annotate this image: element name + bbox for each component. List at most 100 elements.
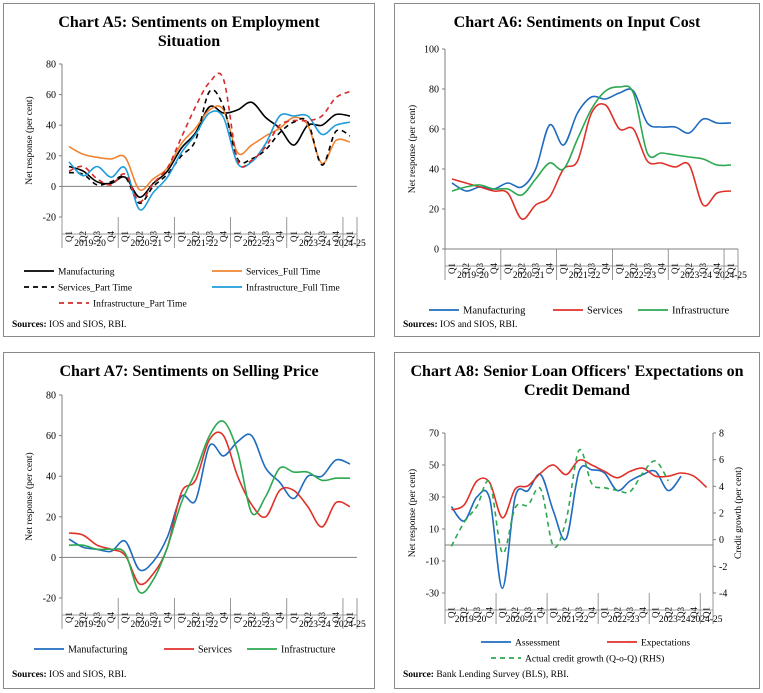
x-quarter-label: Q3 xyxy=(676,607,686,618)
source-note: Sources: IOS and SIOS, RBI. xyxy=(12,670,127,680)
panel-chart-a5: Chart A5: Sentiments on Employment Situa… xyxy=(3,3,375,337)
chart-a5-plot: -20 0 20 40 60 80 Q1 Q2 Q3 Q4 Q1 Q2 Q3 Q4 Q1 Q2 Q3 Q4 Q1 Q2… xyxy=(24,60,366,310)
x-year-label: 2020-21 xyxy=(513,271,545,281)
x-year-label: 2020-21 xyxy=(130,239,162,249)
x-quarter-label: Q4 xyxy=(600,263,610,274)
y-tick-label: -20 xyxy=(43,594,56,605)
x-quarter-label: Q1 xyxy=(447,263,457,274)
legend-label: Infrastructure xyxy=(672,306,729,317)
x-year-label: 2022-23 xyxy=(624,271,656,281)
x-quarter-label: Q1 xyxy=(289,231,299,242)
legend-label: Assessment xyxy=(515,639,560,649)
x-quarter-label: Q4 xyxy=(656,263,666,274)
chart-title-line-1: Chart A8: Senior Loan Officers' Expectat… xyxy=(410,363,744,380)
x-quarter-label: Q1 xyxy=(233,231,243,242)
x-quarter-label: Q3 xyxy=(317,231,327,242)
x-quarter-label: Q1 xyxy=(548,607,558,618)
y-tick-label: 80 xyxy=(46,391,56,402)
x-quarter-label: Q1 xyxy=(446,607,456,618)
x-quarter-label: Q1 xyxy=(651,607,661,618)
series-line-infrastructure xyxy=(68,420,351,594)
chart-title-line-1: Chart A5: Sentiments on Employment xyxy=(58,14,320,31)
x-quarter-label: Q4 xyxy=(331,231,341,242)
x-quarter-label: Q2 xyxy=(573,263,583,274)
series-line-assessment xyxy=(450,464,682,590)
chart-title-line-1: Chart A7: Sentiments on Selling Price xyxy=(59,363,319,380)
legend-label: Actual credit growth (Q-o-Q) (RHS) xyxy=(525,654,664,665)
x-quarter-label: Q3 xyxy=(523,607,533,618)
chart-title: Chart A6: Sentiments on Input Cost xyxy=(395,13,759,32)
x-quarter-label: Q2 xyxy=(561,607,571,618)
x-quarter-label: Q1 xyxy=(64,231,74,242)
x-quarter-label: Q1 xyxy=(176,231,186,242)
x-quarter-label: Q1 xyxy=(702,607,712,618)
x-quarter-label: Q3 xyxy=(261,612,271,623)
x-quarter-label: Q4 xyxy=(545,263,555,274)
x-year-label: 2019-20 xyxy=(74,620,106,630)
x-year-label: 2020-21 xyxy=(130,620,162,630)
x-quarter-label: Q4 xyxy=(219,612,229,623)
x-quarter-label: Q3 xyxy=(472,607,482,618)
x-quarter-label: Q4 xyxy=(275,231,285,242)
series-line-services xyxy=(68,431,351,586)
panel-chart-a6: Chart A6: Sentiments on Input Cost 0 20 40… xyxy=(394,3,760,337)
source-note: Sources: IOS and SIOS, RBI. xyxy=(12,320,127,330)
x-quarter-label: Q2 xyxy=(134,612,144,623)
legend-label: Manufacturing xyxy=(58,267,115,278)
chart-title-line-2: Situation xyxy=(157,33,221,50)
x-quarter-label: Q1 xyxy=(345,612,355,623)
x-quarter-label: Q1 xyxy=(289,612,299,623)
x-quarter-label: Q4 xyxy=(106,231,116,242)
x-quarter-label: Q1 xyxy=(345,231,355,242)
y-tick-label: 70 xyxy=(429,429,439,440)
x-year-label: 2022-23 xyxy=(608,615,640,625)
x-quarter-label: Q3 xyxy=(475,263,485,274)
y-rhs-tick-label: 2 xyxy=(719,509,724,520)
x-quarter-label: Q4 xyxy=(587,607,597,618)
series-line-services-part-time xyxy=(68,89,351,205)
x-quarter-label: Q3 xyxy=(698,263,708,274)
legend-label: Manufacturing xyxy=(68,645,127,656)
chart-title: Chart A5: Sentiments on Employment Situa… xyxy=(4,13,374,51)
x-quarter-label: Q2 xyxy=(517,263,527,274)
y-rhs-tick-label: 0 xyxy=(719,535,724,546)
x-quarter-label: Q1 xyxy=(503,263,513,274)
x-quarter-label: Q3 xyxy=(261,231,271,242)
y-axis-rhs-title: Credit growth (per cent) xyxy=(733,467,744,559)
legend-label: Services_Part Time xyxy=(58,284,132,294)
x-quarter-label: Q2 xyxy=(510,607,520,618)
chart-title: Chart A8: Senior Loan Officers' Expectat… xyxy=(395,362,759,400)
chart-title: Chart A7: Sentiments on Selling Price xyxy=(4,362,374,381)
x-quarter-label: Q4 xyxy=(275,612,285,623)
legend-label: Services xyxy=(587,306,623,317)
x-quarter-label: Q2 xyxy=(684,263,694,274)
x-year-label: 2023-24 xyxy=(299,620,331,630)
x-year-label: 2021-22 xyxy=(187,239,219,249)
x-quarter-label: Q2 xyxy=(78,231,88,242)
x-year-label: 2022-23 xyxy=(243,620,275,630)
series-line-manufacturing xyxy=(68,433,351,572)
x-quarter-label: Q4 xyxy=(638,607,648,618)
x-year-label: 2024-25 xyxy=(334,239,366,249)
x-quarter-label: Q3 xyxy=(148,612,158,623)
x-quarter-label: Q2 xyxy=(247,612,257,623)
x-quarter-label: Q3 xyxy=(642,263,652,274)
y-tick-label: 50 xyxy=(429,461,439,472)
y-tick-label: 0 xyxy=(434,245,439,256)
x-year-label: 2021-22 xyxy=(569,271,601,281)
x-year-label: 2019-20 xyxy=(457,271,489,281)
x-year-label: 2019-20 xyxy=(74,239,106,249)
legend-label: Expectations xyxy=(641,639,690,649)
x-quarter-label: Q3 xyxy=(148,231,158,242)
x-year-label: 2023-24 xyxy=(680,271,712,281)
x-quarter-label: Q2 xyxy=(303,612,313,623)
x-quarter-label: Q2 xyxy=(190,231,200,242)
x-quarter-label: Q3 xyxy=(205,231,215,242)
y-axis-title: Net response (per cent) xyxy=(24,96,35,184)
y-tick-label: -10 xyxy=(426,557,439,568)
x-quarter-label: Q2 xyxy=(247,231,257,242)
series-line-infrastructure-part-time xyxy=(68,72,351,203)
x-quarter-label: Q4 xyxy=(485,607,495,618)
x-year-label: 2020-21 xyxy=(506,615,538,625)
